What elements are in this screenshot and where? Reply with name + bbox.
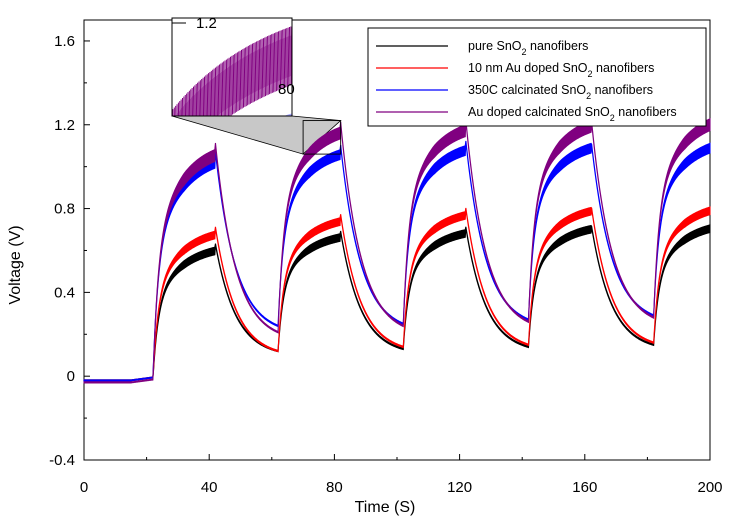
legend-label: Au doped calcinated SnO2 nanofibers bbox=[468, 105, 677, 123]
legend: pure SnO2 nanofibers 10 nm Au doped SnO2 … bbox=[367, 27, 707, 127]
y-tick-label: 1.2 bbox=[54, 117, 75, 134]
y-tick-label: -0.4 bbox=[49, 452, 75, 469]
x-tick-label: 160 bbox=[572, 479, 597, 496]
y-tick-label: 0.4 bbox=[54, 284, 75, 301]
inset-band-4 bbox=[175, 35, 292, 116]
inset-zoom-panel: 1.2 80 bbox=[171, 15, 295, 117]
axes: 0 40 80 120 160 200 -0.4 0 0.4 0.8 1.2 1.6 bbox=[49, 33, 722, 496]
series-3-line bbox=[83, 140, 711, 382]
inset-band-3 bbox=[283, 113, 292, 116]
inset-y-tick-label: 1.2 bbox=[196, 15, 217, 32]
series-2-line bbox=[83, 206, 711, 382]
inset-x-tick-label: 80 bbox=[278, 81, 295, 98]
x-tick-label: 0 bbox=[80, 479, 88, 496]
legend-label: 350C calcinated SnO2 nanofibers bbox=[468, 83, 653, 101]
x-axis-title: Time (S) bbox=[355, 499, 416, 516]
series-1-line bbox=[83, 224, 711, 382]
x-tick-label: 120 bbox=[447, 479, 472, 496]
zoom-region-box bbox=[302, 120, 342, 155]
legend-label: pure SnO2 nanofibers bbox=[468, 39, 588, 57]
series-layer bbox=[83, 117, 711, 384]
y-axis-title: Voltage (V) bbox=[7, 225, 24, 304]
x-tick-label: 40 bbox=[201, 479, 218, 496]
y-tick-label: 0.8 bbox=[54, 201, 75, 218]
x-tick-label: 80 bbox=[326, 479, 343, 496]
series-4-line bbox=[83, 117, 711, 384]
legend-label: 10 nm Au doped SnO2 nanofibers bbox=[468, 61, 654, 79]
inset-series-4 bbox=[172, 26, 292, 116]
y-tick-label: 1.6 bbox=[54, 33, 75, 50]
y-tick-label: 0 bbox=[67, 368, 75, 385]
x-tick-label: 200 bbox=[697, 479, 722, 496]
